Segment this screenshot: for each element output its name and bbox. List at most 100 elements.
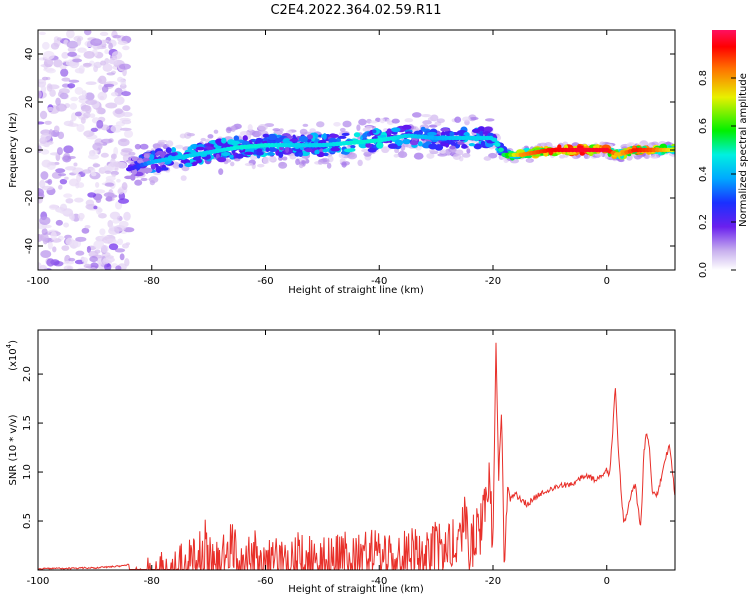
heatmap-cell <box>233 135 240 141</box>
heatmap-cell <box>369 120 378 124</box>
heatmap-cell <box>317 159 324 165</box>
heatmap-cell <box>83 30 92 36</box>
heatmap-cell <box>115 265 122 270</box>
heatmap-cell <box>65 198 74 204</box>
heatmap-cell <box>47 106 54 112</box>
heatmap-cell <box>171 147 177 153</box>
heatmap-cell <box>155 166 162 173</box>
heatmap-cell <box>120 138 127 143</box>
x-tick-label: -80 <box>144 576 160 587</box>
heatmap-cell <box>230 161 235 167</box>
heatmap-cell <box>372 129 377 134</box>
heatmap-cell <box>40 133 52 141</box>
heatmap-cell <box>63 265 74 270</box>
heatmap-cell <box>229 154 234 158</box>
heatmap-cell <box>119 253 125 261</box>
heatmap-cell <box>65 237 75 246</box>
heatmap-cell <box>559 154 565 159</box>
heatmap-cell <box>242 135 248 142</box>
heatmap-cell <box>148 177 157 181</box>
heatmap-cell <box>417 141 423 147</box>
colorbar-gradient <box>712 30 736 270</box>
heatmap-cell <box>53 59 63 68</box>
heatmap-cell <box>46 258 55 267</box>
heatmap-cell <box>124 258 130 267</box>
heatmap-cell <box>128 151 136 156</box>
heatmap-cell <box>77 212 85 220</box>
heatmap-cell <box>40 149 50 155</box>
heatmap-cell <box>363 151 372 157</box>
heatmap-cell <box>87 153 100 160</box>
heatmap-cell <box>149 180 155 186</box>
heatmap-cell <box>265 147 270 153</box>
heatmap-cell <box>83 62 92 68</box>
y-tick-label: 1.5 <box>22 415 33 431</box>
heatmap-cell <box>100 166 112 172</box>
heatmap-cell <box>186 133 195 137</box>
y-tick-label: -40 <box>24 238 35 254</box>
heatmap-cell <box>333 121 341 127</box>
heatmap-cell <box>102 39 109 43</box>
heatmap-cell <box>93 189 106 194</box>
heatmap-cell <box>466 148 471 154</box>
heatmap-cell <box>90 38 103 47</box>
heatmap-cell <box>111 51 123 60</box>
heatmap-cell <box>40 250 52 259</box>
heatmap-cell <box>150 163 156 170</box>
heatmap-cell <box>195 146 205 151</box>
heatmap-cell <box>244 162 254 167</box>
heatmap-cell <box>44 120 52 125</box>
heatmap-cell <box>81 90 87 98</box>
heatmap-cell <box>267 133 278 141</box>
heatmap-cell <box>110 124 123 133</box>
heatmap-cell <box>53 125 60 133</box>
heatmap-cell <box>322 148 328 153</box>
heatmap-cell <box>100 152 109 158</box>
heatmap-cell <box>42 41 50 50</box>
x-tick-label: -80 <box>144 276 160 287</box>
heatmap-cell <box>471 128 481 133</box>
heatmap-cell <box>439 149 447 154</box>
heatmap-cell <box>92 163 101 168</box>
spectrogram-panel: -100 -80 -60 -40 -20 0 -40 -20 0 20 40 Height of … <box>8 29 676 296</box>
heatmap-cell <box>393 153 399 158</box>
heatmap-cell <box>114 96 125 105</box>
heatmap-cell <box>108 243 119 251</box>
x-tick-label: -100 <box>27 576 50 587</box>
heatmap-cell <box>118 220 129 228</box>
heatmap-cell <box>457 141 465 145</box>
heatmap-cell <box>122 105 131 112</box>
heatmap-cell <box>87 192 97 198</box>
snr-panel: -100 -80 -60 -40 -20 0 0.5 1.0 1.5 2.0 Height of… <box>5 329 676 595</box>
heatmap-cell <box>445 142 450 148</box>
heatmap-cell <box>221 137 227 144</box>
heatmap-cell <box>356 124 361 132</box>
heatmap-cell <box>184 162 193 168</box>
heatmap-cell <box>98 84 103 91</box>
heatmap-cell <box>57 131 65 140</box>
heatmap-cell <box>376 142 384 149</box>
heatmap-cell <box>83 112 91 119</box>
x-tick-label: -40 <box>371 576 387 587</box>
y-tick-label: 40 <box>24 48 35 61</box>
heatmap-cell <box>38 90 42 99</box>
heatmap-cell <box>160 167 169 171</box>
x-tick-label: -40 <box>371 276 387 287</box>
heatmap-cell <box>379 118 386 124</box>
heatmap-cell <box>427 131 437 136</box>
heatmap-cell <box>485 142 494 148</box>
heatmap-cell <box>213 129 219 134</box>
spectrogram-x-ticks: -100 -80 -60 -40 -20 0 <box>27 30 610 287</box>
heatmap-cell <box>81 227 90 234</box>
heatmap-cell <box>483 156 492 161</box>
heatmap-cell <box>282 156 288 161</box>
heatmap-cell <box>358 118 367 126</box>
x-tick-label: 0 <box>604 276 610 287</box>
colorbar-label: Normalized spectral amplitude <box>738 73 749 227</box>
heatmap-cell <box>103 256 115 263</box>
heatmap-cell <box>180 175 187 181</box>
heatmap-cell <box>357 159 363 167</box>
heatmap-cell <box>116 178 121 183</box>
heatmap-cell <box>95 196 102 204</box>
svg-text:(x104): (x104) <box>5 340 19 371</box>
